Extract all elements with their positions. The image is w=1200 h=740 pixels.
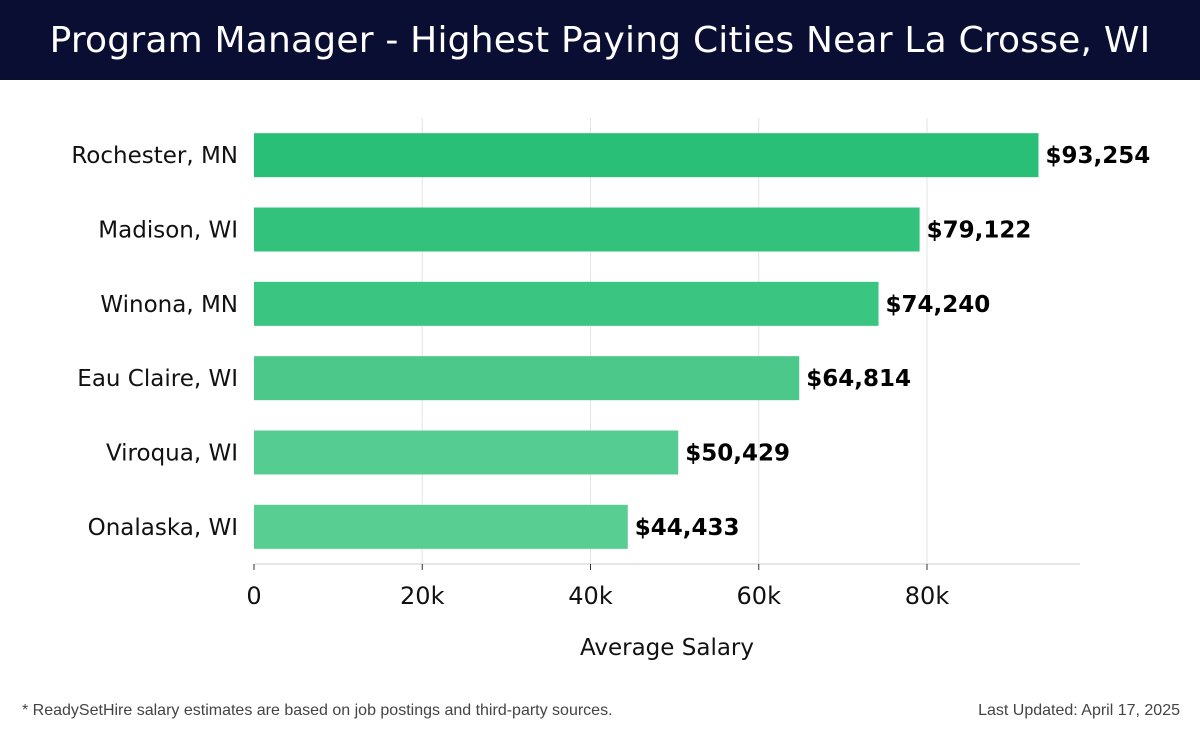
x-tick-label: 20k	[400, 582, 445, 610]
category-label: Madison, WI	[98, 218, 238, 244]
category-label: Onalaska, WI	[88, 515, 238, 541]
value-label: $64,814	[806, 366, 911, 392]
category-label: Viroqua, WI	[106, 441, 238, 467]
x-tick-label: 40k	[568, 582, 613, 610]
value-label: $44,433	[635, 515, 740, 541]
bar	[254, 207, 920, 252]
bar	[254, 430, 679, 475]
category-label: Eau Claire, WI	[77, 366, 238, 392]
bar	[254, 504, 628, 549]
bar	[254, 356, 800, 401]
bar	[254, 133, 1039, 178]
footnote: * ReadySetHire salary estimates are base…	[22, 702, 613, 719]
chart-header: Program Manager - Highest Paying Cities …	[0, 0, 1200, 80]
last-updated: Last Updated: April 17, 2025	[978, 702, 1180, 719]
bar	[254, 281, 879, 326]
x-axis-title: Average Salary	[580, 635, 754, 661]
value-label: $74,240	[886, 292, 991, 318]
value-label: $93,254	[1045, 143, 1150, 169]
category-label: Winona, MN	[100, 292, 238, 318]
x-tick-label: 0	[246, 582, 261, 610]
chart-title: Program Manager - Highest Paying Cities …	[49, 19, 1151, 61]
value-label: $79,122	[927, 218, 1032, 244]
category-label: Rochester, MN	[71, 143, 238, 169]
bar-chart: 0 20k 40k 60k 80k Rochester, MN $93,254 Madison…	[71, 118, 1150, 661]
value-label: $50,429	[685, 441, 790, 467]
x-tick-label: 60k	[737, 582, 782, 610]
x-tick-label: 80k	[905, 582, 950, 610]
